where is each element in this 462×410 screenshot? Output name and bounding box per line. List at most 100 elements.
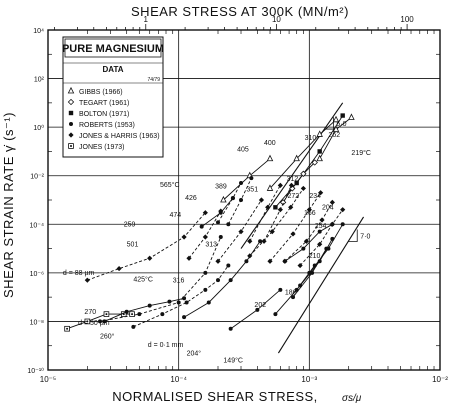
series-line xyxy=(275,115,344,208)
marker-circle-filled xyxy=(291,295,296,300)
legend-entry: BOLTON (1971) xyxy=(79,111,129,118)
legend-entry: ROBERTS (1953) xyxy=(79,122,135,129)
marker-square-dot-center xyxy=(66,327,69,330)
series-line xyxy=(87,212,206,281)
marker-circle-filled xyxy=(239,198,244,202)
series-4 xyxy=(316,113,355,162)
legend-subtitle: DATA xyxy=(102,65,123,74)
marker-diamond-filled xyxy=(215,258,221,264)
series-group xyxy=(64,113,355,332)
marker-square-dot-center xyxy=(131,313,134,316)
series-8 xyxy=(247,182,283,244)
annotation-label: d = 50 µm xyxy=(78,320,110,327)
annotation-label: 262 xyxy=(328,132,340,139)
series-line xyxy=(223,158,271,201)
legend-entry: GIBBS (1966) xyxy=(79,89,123,96)
legend-entry: JONES (1973) xyxy=(79,144,125,151)
annotation-label: 389 xyxy=(215,183,227,190)
annotation-label: 316 xyxy=(173,278,185,285)
marker-diamond-filled xyxy=(300,185,306,192)
marker-diamond-filled xyxy=(277,207,283,213)
series-18 xyxy=(97,234,223,324)
series-line xyxy=(284,223,333,262)
annotation-label: 426 xyxy=(185,195,197,202)
marker-circle-filled xyxy=(258,239,263,244)
marker-triangle-open xyxy=(266,154,274,162)
marker-diamond-open xyxy=(300,170,307,177)
marker-circle-filled xyxy=(203,287,208,292)
series-23 xyxy=(228,287,283,331)
marker-diamond-filled xyxy=(84,277,90,283)
annotation-label: 204 xyxy=(322,205,334,212)
marker-diamond-filled xyxy=(258,197,265,203)
annotation-label: 254 xyxy=(315,223,327,230)
x-axis-label: NORMALISED SHEAR STRESS, xyxy=(112,389,318,404)
x-tick-label: 10⁻³ xyxy=(301,375,317,384)
marker-diamond-filled xyxy=(218,208,224,214)
series-11 xyxy=(186,208,224,261)
annotation-label: d = 88 µm xyxy=(63,270,95,277)
marker-circle-filled xyxy=(330,222,335,227)
legend-title: PURE MAGNESIUM xyxy=(62,43,164,55)
marker-circle-filled xyxy=(176,300,181,305)
marker-circle-filled xyxy=(278,287,283,292)
marker-circle-filled xyxy=(317,229,322,234)
annotation-label: 234 xyxy=(309,193,321,200)
marker-circle-filled xyxy=(228,326,233,331)
marker-diamond-filled xyxy=(181,234,187,240)
series-line xyxy=(99,236,222,322)
marker-diamond-filled xyxy=(297,262,303,269)
marker-triangle-open xyxy=(348,113,355,120)
annotation-label: 202 xyxy=(254,302,266,309)
y-axis-label: SHEAR STRAIN RATE γ̇ (s⁻¹) xyxy=(1,112,16,298)
annotation-label: 272 xyxy=(287,193,299,200)
marker-diamond-filled xyxy=(329,199,335,205)
x-tick-label: 10⁻⁵ xyxy=(40,375,56,384)
marker-diamond-filled xyxy=(318,190,324,196)
annotation-label: 149°C xyxy=(223,357,243,365)
marker-diamond-filled xyxy=(265,204,271,210)
y-tick-label: 10⁻⁸ xyxy=(30,319,44,326)
marker-circle-filled xyxy=(124,309,129,314)
legend: PURE MAGNESIUM DATA 74/79 GIBBS (1966) TEGAR… xyxy=(62,36,164,158)
series-17 xyxy=(84,210,208,283)
legend-entry: TEGART (1961) xyxy=(79,100,129,107)
series-27 xyxy=(307,222,345,275)
marker-diamond-filled xyxy=(269,228,275,235)
marker-circle-filled xyxy=(102,319,107,324)
marker-square-filled xyxy=(273,205,278,210)
series-22 xyxy=(102,296,187,324)
marker-diamond-open xyxy=(67,98,75,106)
x-tick-label: 10⁻⁴ xyxy=(170,375,187,384)
marker-circle-filled xyxy=(167,299,172,304)
annotation-label: 313 xyxy=(205,242,217,249)
marker-circle-filled xyxy=(160,312,165,317)
plot-frame xyxy=(47,29,441,371)
marker-square-filled xyxy=(68,110,74,116)
series-9 xyxy=(261,182,295,244)
marker-circle-filled xyxy=(184,300,189,305)
annotation-label: 312 xyxy=(287,176,299,183)
annotation-label: 425°C xyxy=(133,275,153,283)
x-axis-symbol: σs/μ xyxy=(342,393,362,404)
marker-triangle-open xyxy=(293,154,300,162)
marker-circle-filled xyxy=(131,324,136,329)
top-tick-label: 10 xyxy=(272,15,281,24)
tick-labels: 10⁻⁵ 10⁻⁴ 10⁻³ 10⁻² 10⁻¹⁰ 10⁻⁸ 10⁻⁶ 10⁻⁴ 10⁻² 10⁰… xyxy=(27,15,448,384)
marker-circle-filled xyxy=(273,312,278,317)
marker-circle-filled xyxy=(230,196,235,201)
marker-diamond-filled xyxy=(68,132,74,138)
annotation-label: 259 xyxy=(124,222,136,229)
series-12 xyxy=(215,197,265,264)
y-tick-label: 10⁻¹⁰ xyxy=(27,367,44,375)
y-tick-label: 10⁻² xyxy=(30,174,44,181)
marker-circle-filled xyxy=(307,270,312,275)
annotations: 405 400 310 262 219°C 312 565°C 389 351 272 234 426… xyxy=(63,132,371,365)
marker-circle-filled xyxy=(206,300,211,305)
annotation-label: 210 xyxy=(309,253,321,260)
marker-square-dot-center xyxy=(70,145,72,147)
slope-guide-line xyxy=(240,102,344,249)
top-axis-title: SHEAR STRESS AT 300K (MN/m²) xyxy=(131,4,349,19)
marker-circle-filled xyxy=(282,259,287,264)
